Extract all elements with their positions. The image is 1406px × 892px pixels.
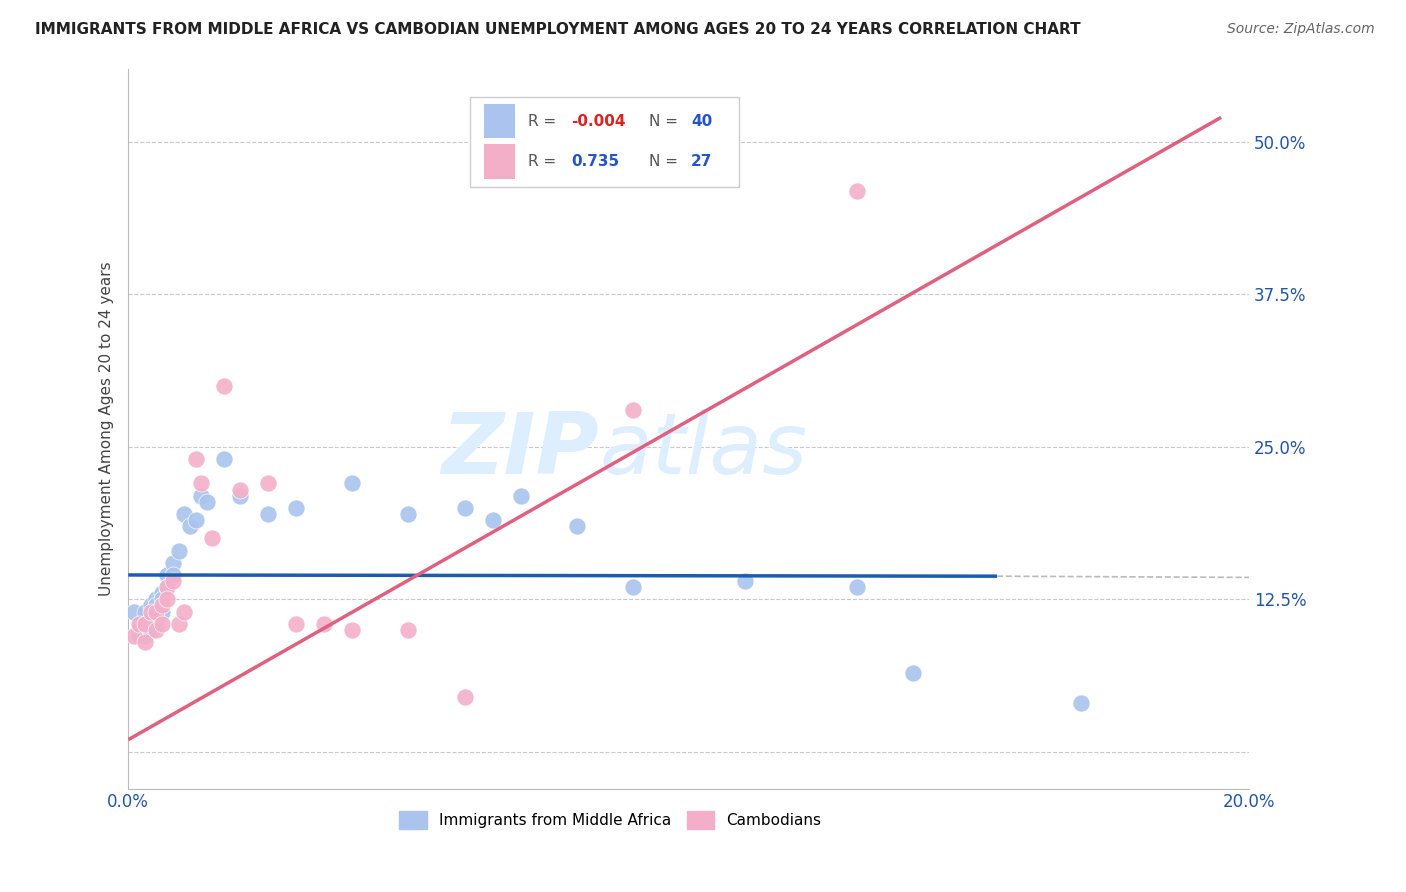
Point bbox=[145, 623, 167, 637]
Point bbox=[162, 574, 184, 588]
Text: 40: 40 bbox=[690, 113, 713, 128]
Point bbox=[190, 476, 212, 491]
Point bbox=[122, 605, 145, 619]
Point bbox=[509, 489, 531, 503]
Point bbox=[162, 556, 184, 570]
Point bbox=[179, 519, 201, 533]
Point bbox=[128, 629, 150, 643]
Point bbox=[145, 605, 167, 619]
Point bbox=[150, 586, 173, 600]
Point bbox=[139, 599, 162, 613]
Point bbox=[342, 623, 364, 637]
Text: ZIP: ZIP bbox=[441, 409, 599, 491]
Text: atlas: atlas bbox=[599, 409, 807, 491]
Point bbox=[212, 379, 235, 393]
Text: Source: ZipAtlas.com: Source: ZipAtlas.com bbox=[1227, 22, 1375, 37]
Point bbox=[285, 616, 308, 631]
Point bbox=[139, 623, 162, 637]
Text: R =: R = bbox=[529, 154, 561, 169]
Point bbox=[173, 605, 195, 619]
Point bbox=[184, 513, 207, 527]
Point bbox=[145, 592, 167, 607]
Text: IMMIGRANTS FROM MIDDLE AFRICA VS CAMBODIAN UNEMPLOYMENT AMONG AGES 20 TO 24 YEAR: IMMIGRANTS FROM MIDDLE AFRICA VS CAMBODI… bbox=[35, 22, 1081, 37]
Point bbox=[167, 616, 190, 631]
Point bbox=[212, 452, 235, 467]
Point bbox=[134, 635, 156, 649]
Point bbox=[134, 629, 156, 643]
Y-axis label: Unemployment Among Ages 20 to 24 years: Unemployment Among Ages 20 to 24 years bbox=[100, 261, 114, 596]
Point bbox=[184, 452, 207, 467]
Point bbox=[150, 599, 173, 613]
Point bbox=[621, 403, 644, 417]
Point bbox=[190, 489, 212, 503]
Point bbox=[453, 690, 475, 704]
Point bbox=[145, 616, 167, 631]
Point bbox=[145, 599, 167, 613]
Point bbox=[285, 500, 308, 515]
Text: R =: R = bbox=[529, 113, 561, 128]
Point bbox=[173, 507, 195, 521]
Point bbox=[314, 616, 336, 631]
Point bbox=[150, 592, 173, 607]
Point bbox=[162, 568, 184, 582]
Point bbox=[128, 623, 150, 637]
Point bbox=[257, 476, 280, 491]
FancyBboxPatch shape bbox=[470, 97, 740, 187]
Point bbox=[195, 494, 218, 508]
Point bbox=[734, 574, 756, 588]
Point bbox=[134, 616, 156, 631]
Point bbox=[156, 580, 179, 594]
Text: 0.735: 0.735 bbox=[571, 154, 619, 169]
Point bbox=[398, 507, 420, 521]
Text: N =: N = bbox=[650, 113, 683, 128]
Point bbox=[201, 532, 224, 546]
Point bbox=[150, 616, 173, 631]
Point bbox=[150, 605, 173, 619]
Point bbox=[398, 623, 420, 637]
Point bbox=[229, 489, 252, 503]
Point bbox=[453, 500, 475, 515]
Point bbox=[167, 543, 190, 558]
Point bbox=[565, 519, 588, 533]
Point bbox=[134, 616, 156, 631]
Point bbox=[128, 616, 150, 631]
Point bbox=[845, 580, 868, 594]
Text: N =: N = bbox=[650, 154, 683, 169]
Point bbox=[134, 605, 156, 619]
Text: -0.004: -0.004 bbox=[571, 113, 626, 128]
Point bbox=[156, 580, 179, 594]
Point bbox=[845, 184, 868, 198]
Point bbox=[1070, 696, 1092, 710]
Point bbox=[139, 610, 162, 624]
Point bbox=[481, 513, 503, 527]
Point bbox=[139, 605, 162, 619]
Point bbox=[901, 665, 924, 680]
Point bbox=[257, 507, 280, 521]
Point bbox=[156, 568, 179, 582]
Point bbox=[621, 580, 644, 594]
Text: 27: 27 bbox=[690, 154, 713, 169]
FancyBboxPatch shape bbox=[484, 103, 515, 138]
Point bbox=[156, 592, 179, 607]
FancyBboxPatch shape bbox=[484, 145, 515, 178]
Point bbox=[342, 476, 364, 491]
Legend: Immigrants from Middle Africa, Cambodians: Immigrants from Middle Africa, Cambodian… bbox=[394, 805, 827, 835]
Point bbox=[122, 629, 145, 643]
Point bbox=[229, 483, 252, 497]
